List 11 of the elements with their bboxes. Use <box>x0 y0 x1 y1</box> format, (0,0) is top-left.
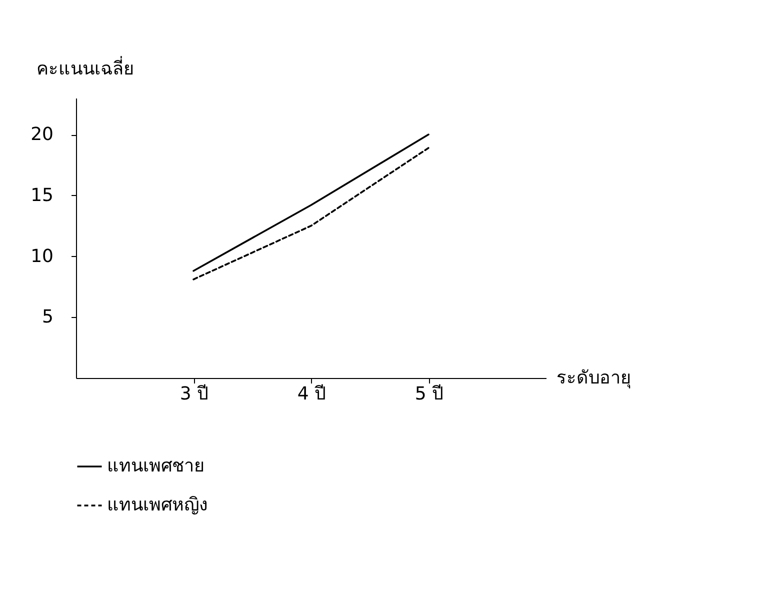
legend-label: แทนเพศหญิง <box>107 494 208 516</box>
legend-label: แทนเพศชาย <box>107 456 205 476</box>
x-tick-label: 3 ปี <box>180 384 208 404</box>
y-tick-label: 15 <box>30 184 54 206</box>
x-axis-title: ระดับอายุ <box>556 368 632 388</box>
x-tick-label: 4 ปี <box>297 384 326 404</box>
y-tick-label: 20 <box>30 124 54 146</box>
y-axis-title: คะแนนเฉลี่ย <box>36 56 134 80</box>
x-tick-label: 5 ปี <box>414 384 444 404</box>
y-tick-label: 10 <box>30 246 54 267</box>
y-tick-label: 5 <box>42 306 54 328</box>
